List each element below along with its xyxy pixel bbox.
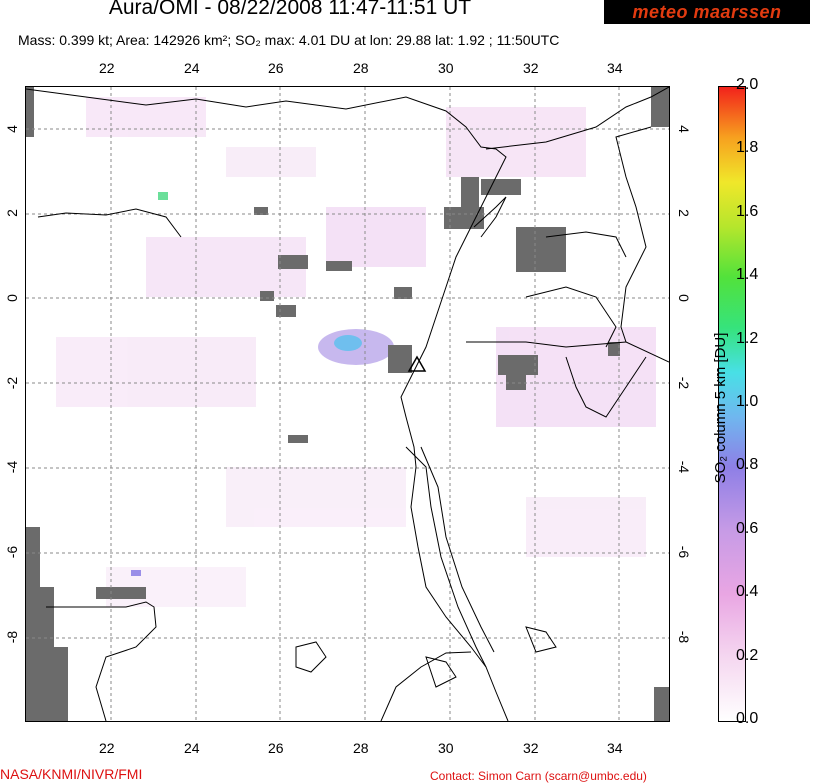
- y-tick-left: -8: [4, 630, 20, 644]
- colorbar-label: SO₂ column 5 km [DU]: [712, 332, 729, 484]
- colorbar-tick: 0.0: [736, 710, 759, 727]
- y-tick-left: 4: [4, 125, 20, 133]
- y-tick-left: -4: [4, 460, 20, 474]
- x-tick-bottom: 28: [353, 740, 369, 756]
- x-tick-top: 22: [99, 60, 115, 76]
- x-tick-top: 26: [268, 60, 284, 76]
- y-tick-left: -2: [4, 376, 20, 390]
- y-tick-right: -6: [676, 545, 692, 559]
- y-tick-left: 2: [4, 209, 20, 217]
- y-tick-left: 0: [4, 294, 20, 302]
- country-borders: [26, 87, 669, 721]
- y-tick-right: 0: [676, 294, 692, 302]
- so2-haze: [56, 97, 656, 607]
- colorbar-tick: 0.8: [736, 456, 759, 473]
- missing-data: [26, 87, 669, 721]
- colorbar-tick: 1.4: [736, 266, 759, 283]
- map-title: Aura/OMI - 08/22/2008 11:47-11:51 UT: [108, 0, 472, 19]
- colorbar-tick: 1.6: [736, 203, 759, 220]
- x-tick-bottom: 22: [99, 740, 115, 756]
- colorbar-tick: 1.8: [736, 139, 759, 156]
- contact-info: Contact: Simon Carn (scarn@umbc.edu): [430, 769, 647, 783]
- colorbar-tick: 0.6: [736, 520, 759, 537]
- x-tick-bottom: 32: [523, 740, 539, 756]
- x-tick-top: 34: [607, 60, 623, 76]
- y-tick-right: -2: [676, 376, 692, 390]
- x-tick-top: 30: [438, 60, 454, 76]
- colorbar-tick: 0.2: [736, 647, 759, 664]
- colorbar-tick: 1.2: [736, 330, 759, 347]
- y-tick-left: -6: [4, 545, 20, 559]
- x-tick-bottom: 30: [438, 740, 454, 756]
- y-tick-right: -4: [676, 460, 692, 474]
- y-tick-right: -8: [676, 630, 692, 644]
- x-tick-top: 32: [523, 60, 539, 76]
- meteo-maarssen-logo: meteo maarssen: [604, 0, 810, 24]
- y-tick-right: 4: [676, 125, 692, 133]
- lat-lon-grid: [26, 87, 669, 721]
- map-subtitle: Mass: 0.399 kt; Area: 142926 km²; SO₂ ma…: [18, 32, 560, 48]
- credit-agencies: NASA/KNMI/NIVR/FMI: [0, 766, 143, 782]
- y-tick-right: 2: [676, 209, 692, 217]
- map-canvas: [26, 87, 669, 721]
- x-tick-bottom: 26: [268, 740, 284, 756]
- so2-map: [25, 86, 670, 722]
- x-tick-bottom: 24: [184, 740, 200, 756]
- x-tick-bottom: 34: [607, 740, 623, 756]
- colorbar-tick: 2.0: [736, 76, 759, 93]
- colorbar: [718, 86, 746, 722]
- colorbar-tick: 0.4: [736, 583, 759, 600]
- x-tick-top: 28: [353, 60, 369, 76]
- colorbar-tick: 1.0: [736, 393, 759, 410]
- x-tick-top: 24: [184, 60, 200, 76]
- volcano-marker: [407, 355, 427, 372]
